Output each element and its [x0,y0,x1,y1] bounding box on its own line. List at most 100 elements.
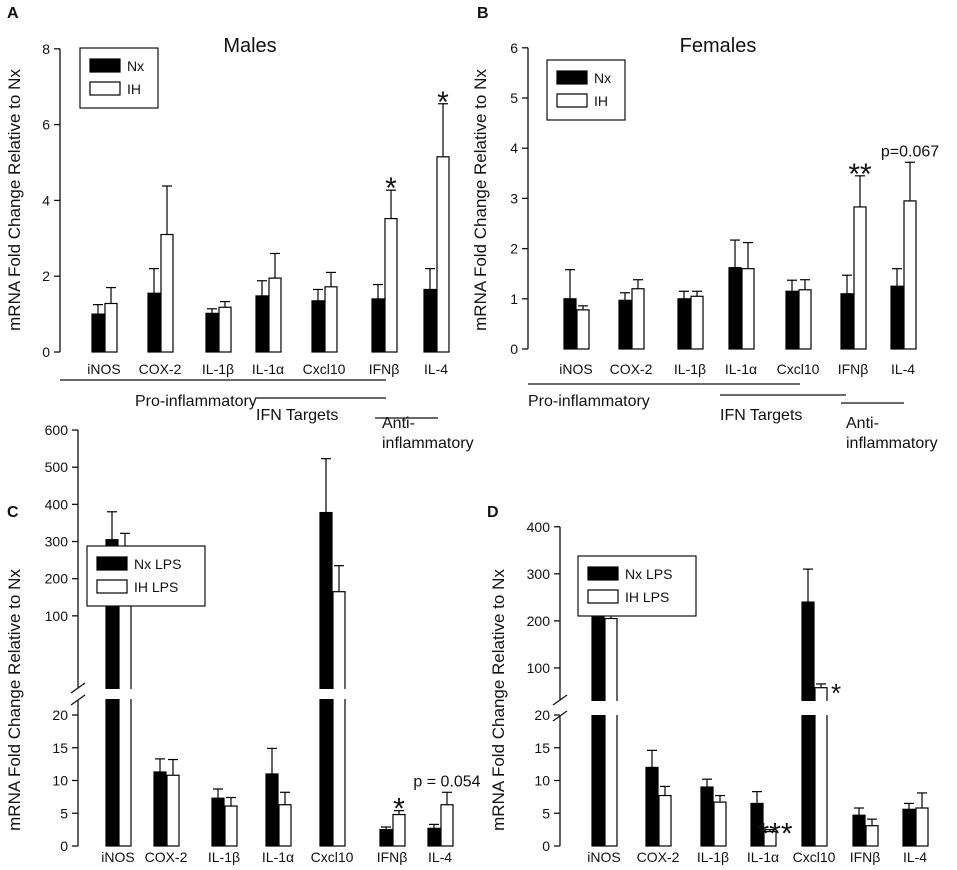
x-tick-label: COX-2 [610,361,653,377]
bar-ih [658,794,672,847]
x-tick-label: IL-1α [262,849,294,865]
axis-break-mark [552,694,568,706]
x-tick-label: IFNβ [377,849,408,865]
bar-nx [645,766,659,847]
x-tick-label: IL-4 [428,849,452,865]
bar-nx [563,298,577,350]
legend-box [546,59,626,121]
x-tick-label: IL-1α [747,849,779,865]
x-tick-label: IFNβ [850,849,881,865]
x-tick-label: IFNβ [838,361,869,377]
y-tick-label: 0 [60,838,68,854]
bar-nx [211,797,225,847]
bar-ih [324,286,338,353]
bar-nx [902,808,916,847]
significance-label: p=0.067 [881,143,939,160]
panel-letter: A [7,5,19,22]
bar-nx [423,288,437,353]
significance-label: *** [757,818,792,851]
panel-letter: D [487,504,499,521]
bar-break-gap [591,701,605,715]
legend-swatch [96,556,128,571]
bar-nx [427,827,441,847]
bar-ih [903,200,917,350]
bar-break-gap [118,689,132,699]
bar-nx [591,613,605,847]
y-tick-label: 2 [510,241,518,257]
bar-nx [265,773,279,847]
bar-break-gap [604,701,618,715]
bar-ih [278,804,292,847]
axis-break-mark [552,710,568,722]
x-tick-label: IL-1β [208,849,240,865]
legend-label: Nx LPS [625,566,672,582]
significance-label: * [385,172,397,205]
legend-box [577,555,697,617]
bar-nx [371,298,385,353]
chart-title: Females [680,35,757,57]
legend-swatch [96,579,128,594]
legend-label: IH [127,81,141,97]
x-tick-label: IL-4 [891,361,915,377]
y-tick-label: 0 [510,341,518,357]
legend-swatch [587,589,619,604]
legend-label: Nx [594,70,611,86]
x-tick-label: IL-1β [697,849,729,865]
x-tick-label: COX-2 [145,849,188,865]
bar-nx [205,312,219,353]
y-axis-label: mRNA Fold Change Relative to Nx [489,569,508,831]
y-tick-label: 400 [527,519,551,535]
panel-letter: B [477,5,489,22]
bar-ih [104,302,118,353]
y-tick-label: 3 [510,190,518,206]
bar-nx [852,814,866,847]
bar-ih [798,289,812,350]
x-tick-label: IL-4 [903,849,927,865]
bar-nx [379,829,393,847]
y-tick-label: 6 [42,117,50,133]
group-label: Pro-inflammatory [528,393,650,410]
legend-swatch [89,58,121,73]
y-tick-label: 5 [542,805,550,821]
bar-ih [690,295,704,350]
y-axis-label: mRNA Fold Change Relative to Nx [5,569,24,831]
bar-nx [840,293,854,350]
y-tick-label: 8 [42,41,50,57]
chart-title: Males [223,35,276,57]
panel-b: B Females mRNA Fold Change Relative to Nx 0… [471,5,939,452]
bar-nx [618,299,632,350]
x-tick-label: COX-2 [139,361,182,377]
y-tick-label: 300 [45,534,69,550]
y-axis-label: mRNA Fold Change Relative to Nx [471,69,490,331]
bar-ih [436,156,450,353]
legend-label: Nx LPS [134,556,181,572]
y-tick-label: 1 [510,291,518,307]
x-tick-label: IL-1α [252,361,284,377]
bar-nx [785,290,799,350]
bar-ih [218,306,232,353]
legend-swatch [556,93,588,108]
legend-box [79,47,159,109]
bar-ih [741,268,755,350]
y-tick-label: 20 [52,707,68,723]
bar-ih [160,233,174,353]
bar-nx [319,511,333,847]
significance-label: * [831,678,841,708]
bar-ih [604,617,618,847]
x-tick-label: COX-2 [637,849,680,865]
bar-nx [153,771,167,847]
x-tick-label: IL-4 [424,361,448,377]
bar-ih [440,804,454,847]
bar-nx [147,292,161,353]
x-tick-label: Cxcl10 [777,361,820,377]
x-tick-label: iNOS [559,361,592,377]
bar-break-gap [814,701,828,715]
x-tick-label: IL-1β [674,361,706,377]
bar-ih [853,206,867,350]
x-tick-label: Cxcl10 [793,849,836,865]
bar-break-gap [801,701,815,715]
group-label: Anti- [382,415,415,432]
y-tick-label: 300 [527,566,551,582]
group-label: Pro-inflammatory [135,393,257,410]
y-tick-label: 5 [510,90,518,106]
